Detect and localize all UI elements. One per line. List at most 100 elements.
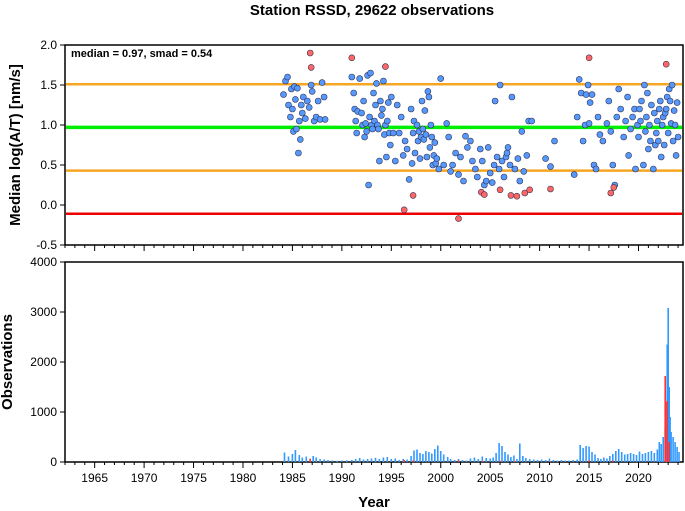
observation-bar (315, 457, 317, 462)
y-tick-label: 3000 (30, 305, 57, 319)
observation-bar (413, 450, 415, 462)
observation-bar (305, 456, 308, 462)
observation-bar (662, 437, 664, 462)
observation-bar (667, 308, 669, 462)
outlier-point (547, 185, 554, 193)
bottom-x-axis: 1965 1970 1975 1980 1985 1990 1995 2000 2005 2010… (64, 462, 679, 485)
data-point (440, 161, 448, 169)
data-point (314, 97, 322, 105)
data-point (506, 161, 514, 169)
observation-bar (492, 457, 494, 462)
data-point (469, 157, 476, 165)
observation-bar (600, 459, 602, 462)
data-point (416, 155, 424, 162)
outlier-point (610, 184, 618, 191)
observation-bar (617, 449, 620, 462)
outlier-point (382, 63, 389, 70)
data-point (655, 105, 663, 113)
observation-bar (620, 452, 623, 462)
observation-bar (504, 452, 506, 462)
observation-bar (351, 460, 353, 462)
observation-bar (638, 451, 641, 462)
observation-bar (453, 460, 456, 462)
x-tick-label: 1980 (230, 471, 257, 485)
data-point (642, 128, 649, 135)
data-point (646, 121, 653, 129)
observation-bar (525, 458, 527, 462)
y-tick-label: 2.0 (40, 38, 57, 52)
data-point (638, 97, 645, 105)
data-point (457, 153, 464, 161)
data-point (405, 176, 413, 183)
data-point (419, 125, 427, 133)
data-point (668, 81, 676, 89)
rejected-bar (666, 401, 668, 462)
data-point (384, 99, 392, 106)
observation-bar (434, 449, 436, 462)
outlier-point (521, 189, 529, 197)
data-point (490, 161, 498, 169)
observation-bar (446, 457, 449, 462)
x-tick-label: 2005 (477, 471, 504, 485)
observation-bar (319, 459, 321, 462)
top-x-ticks (64, 245, 679, 251)
data-point (408, 160, 416, 167)
data-point (298, 109, 306, 117)
data-point (472, 165, 479, 173)
observation-bar (548, 458, 551, 462)
data-point (352, 117, 360, 125)
data-point (570, 171, 578, 178)
data-point (592, 165, 600, 173)
data-point (360, 97, 367, 105)
data-point (366, 113, 373, 121)
median-smad-annotation: median = 0.97, smad = 0.54 (71, 48, 213, 60)
data-point (656, 97, 664, 105)
x-tick-label: 1995 (378, 471, 405, 485)
data-point (293, 125, 300, 133)
data-point (353, 129, 361, 137)
observation-bar (603, 457, 605, 462)
data-point (280, 91, 287, 98)
observation-bar (585, 446, 587, 462)
observation-bar (442, 454, 445, 462)
observation-bar (626, 454, 629, 462)
data-point (378, 112, 385, 119)
data-point (299, 93, 307, 101)
observation-bar (428, 452, 430, 462)
data-point (643, 113, 650, 121)
data-point (295, 117, 303, 125)
outlier-point (526, 186, 534, 194)
x-tick-label: 2015 (576, 471, 603, 485)
observation-bar (498, 443, 500, 462)
observation-bar (402, 459, 404, 462)
data-point (508, 93, 516, 101)
y-tick-label: -0.5 (36, 238, 57, 252)
chart-title: Station RSSD, 29622 observations (250, 2, 494, 19)
observation-bar (358, 458, 361, 462)
top-y-axis-label: Median log(A/T) [nm/s] (7, 64, 24, 226)
y-tick-label: 1000 (30, 405, 57, 419)
bottom-y-axis-label: Observations (0, 314, 16, 410)
data-point (289, 105, 296, 113)
data-point (641, 81, 648, 89)
top-y-axis: -0.5 0.0 0.5 1.0 1.5 2.0 (36, 38, 65, 252)
data-point (671, 121, 679, 129)
data-point (379, 105, 386, 113)
observation-bar (540, 459, 543, 462)
data-point (431, 139, 439, 146)
data-point (603, 120, 611, 127)
outlier-point (585, 54, 593, 62)
data-point (375, 125, 382, 133)
data-point (514, 155, 522, 162)
data-point (607, 128, 615, 135)
observation-bar (656, 449, 659, 462)
observation-bar (644, 453, 647, 462)
rejected-bar (412, 460, 414, 462)
x-tick-label: 2000 (427, 471, 454, 485)
observation-bar (670, 432, 672, 462)
rejected-bar (514, 461, 516, 462)
observation-bar (647, 452, 650, 462)
observation-bars (283, 308, 680, 463)
observation-bar (449, 459, 452, 462)
